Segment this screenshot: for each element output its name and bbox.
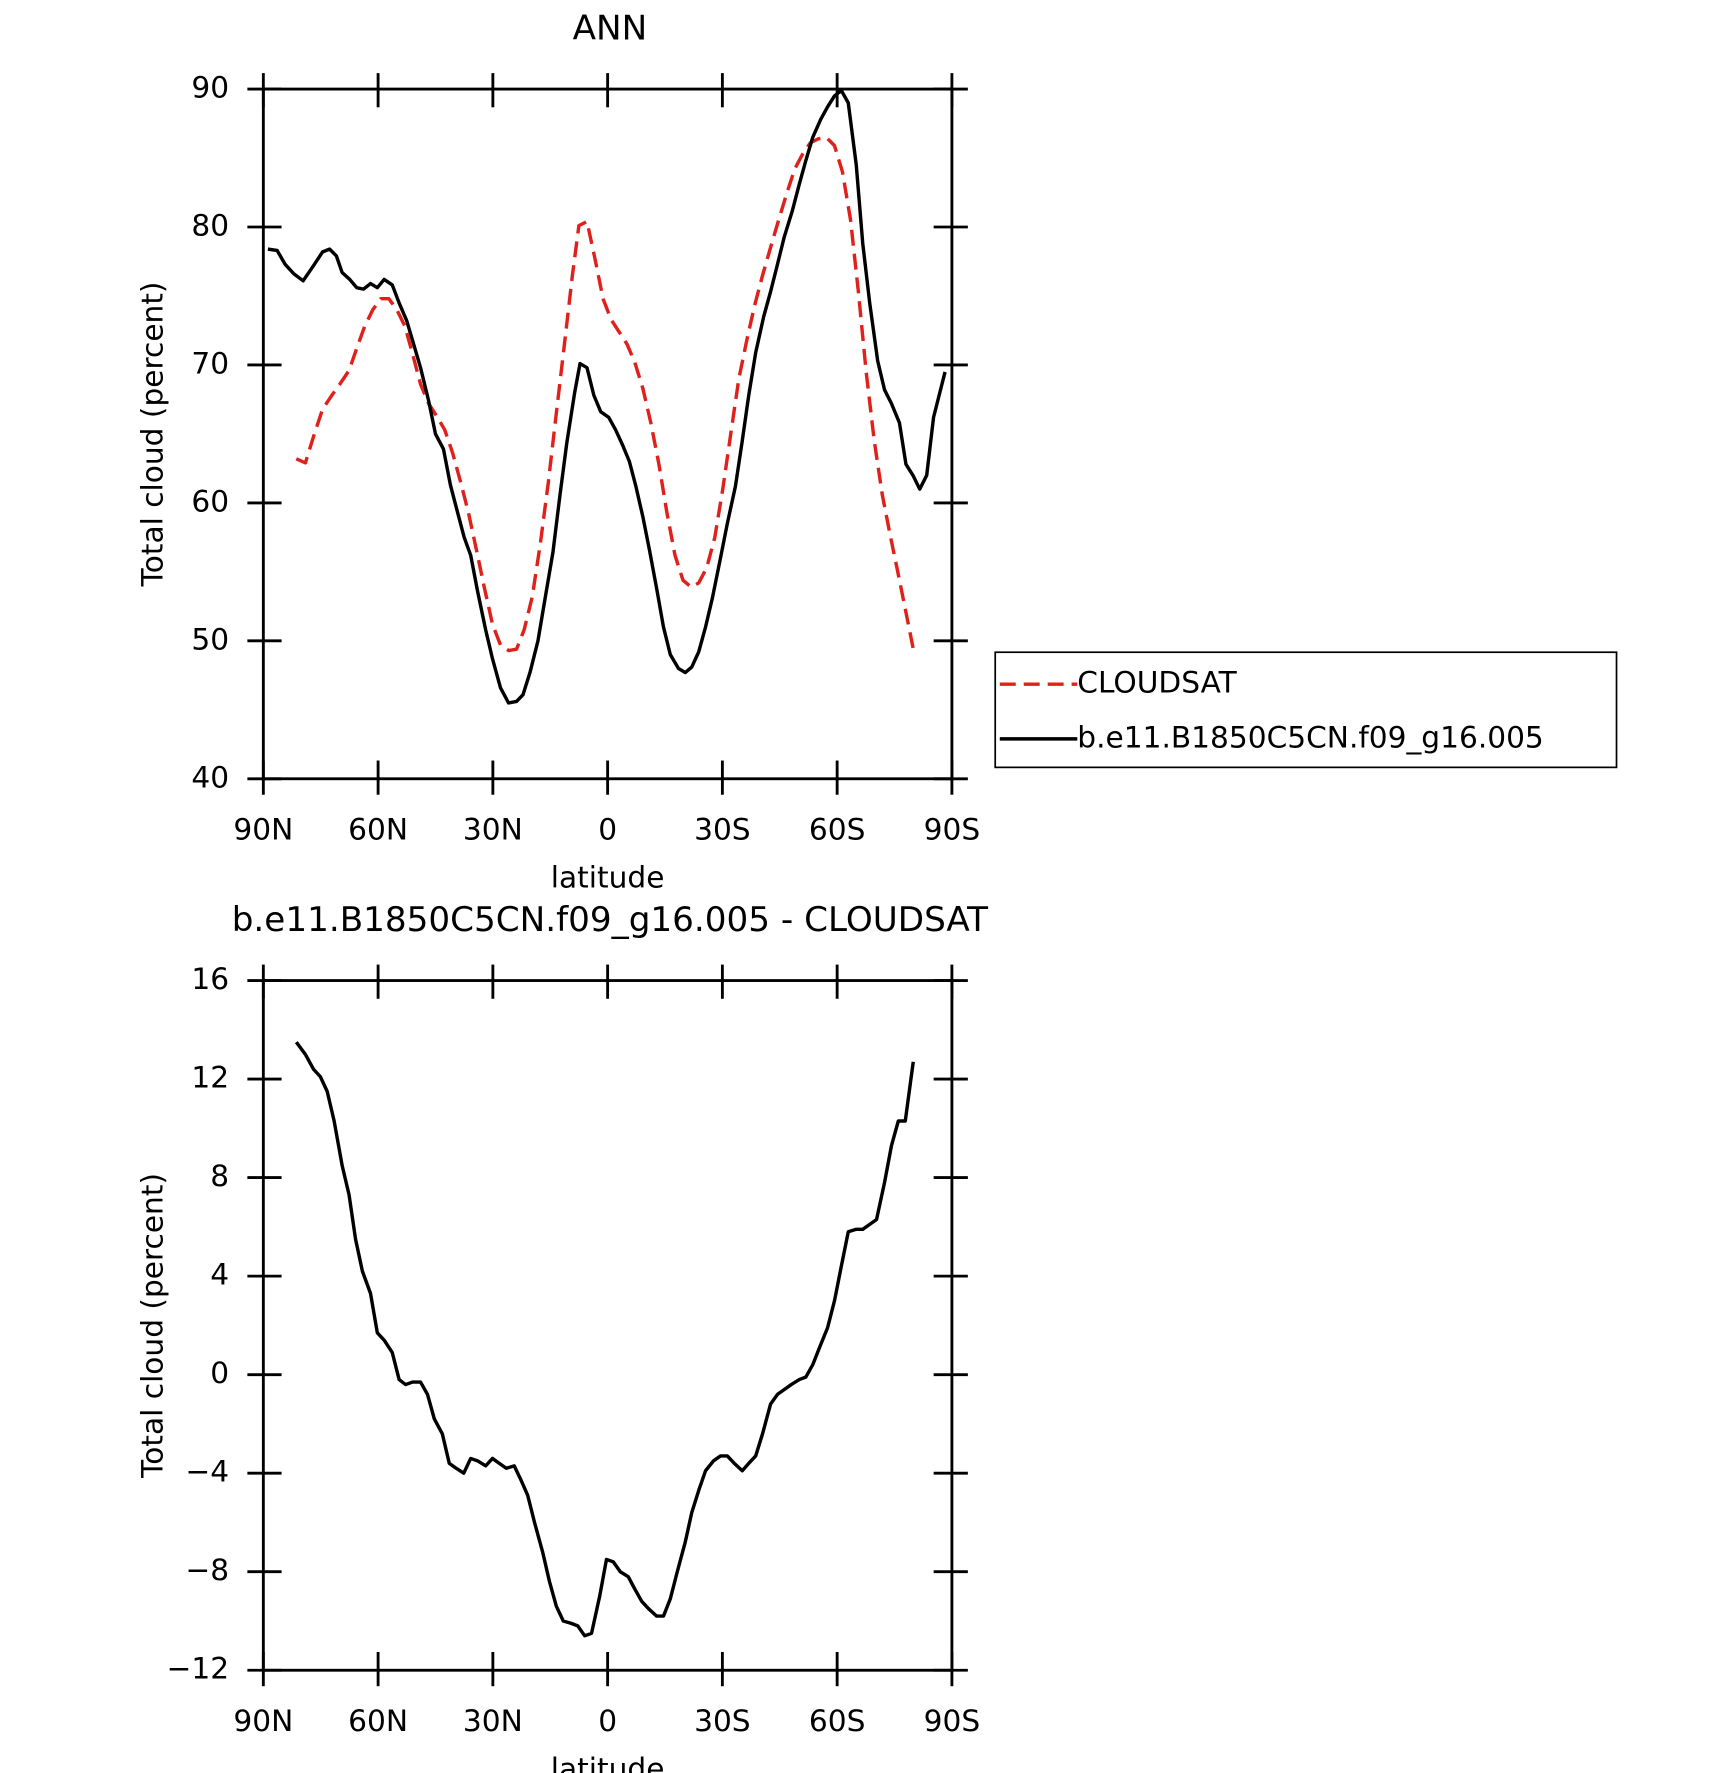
- data-line: [295, 135, 917, 655]
- plot-frame: [261, 87, 954, 781]
- y-tick-label: 16: [191, 961, 229, 996]
- x-tick-label: 60N: [348, 1703, 408, 1738]
- x-tick-label: 30N: [463, 1703, 523, 1738]
- x-tick-label: 90S: [924, 812, 981, 847]
- y-axis-label: Total cloud (percent): [134, 282, 169, 588]
- y-axis-label: Total cloud (percent): [134, 1173, 169, 1479]
- x-tick-label: 90S: [924, 1703, 981, 1738]
- x-tick-label: 90N: [233, 812, 293, 847]
- legend-box: [994, 651, 1618, 769]
- y-tick-label: 60: [191, 483, 229, 518]
- chart-title: ANN: [573, 8, 648, 48]
- data-line: [294, 1041, 915, 1638]
- x-tick-label: 30S: [694, 1703, 751, 1738]
- y-tick-label: 12: [191, 1060, 229, 1095]
- y-tick-label: −4: [185, 1454, 229, 1489]
- y-tick-label: 4: [210, 1257, 229, 1292]
- y-tick-label: 0: [210, 1355, 229, 1390]
- x-tick-label: 60S: [809, 1703, 866, 1738]
- legend-label: b.e11.B1850C5CN.f09_g16.005: [1077, 719, 1543, 754]
- data-line: [267, 88, 947, 705]
- x-axis-label: latitude: [551, 860, 665, 895]
- legend-label: CLOUDSAT: [1077, 665, 1237, 700]
- x-tick-label: 60N: [348, 812, 408, 847]
- y-tick-label: −8: [185, 1552, 229, 1587]
- y-tick-label: 70: [191, 345, 229, 380]
- plot-frame: [261, 979, 954, 1672]
- x-tick-label: 0: [598, 1703, 617, 1738]
- y-tick-label: 40: [191, 759, 229, 794]
- chart-title: b.e11.B1850C5CN.f09_g16.005 - CLOUDSAT: [232, 900, 988, 940]
- y-tick-label: 8: [210, 1158, 229, 1193]
- x-axis-label: latitude: [551, 1751, 665, 1773]
- y-tick-label: 90: [191, 70, 229, 105]
- x-tick-label: 60S: [809, 812, 866, 847]
- y-tick-label: −12: [167, 1651, 230, 1686]
- x-tick-label: 90N: [233, 1703, 293, 1738]
- y-tick-label: 50: [191, 621, 229, 656]
- y-tick-label: 80: [191, 208, 229, 243]
- x-tick-label: 30S: [694, 812, 751, 847]
- x-tick-label: 30N: [463, 812, 523, 847]
- x-tick-label: 0: [598, 812, 617, 847]
